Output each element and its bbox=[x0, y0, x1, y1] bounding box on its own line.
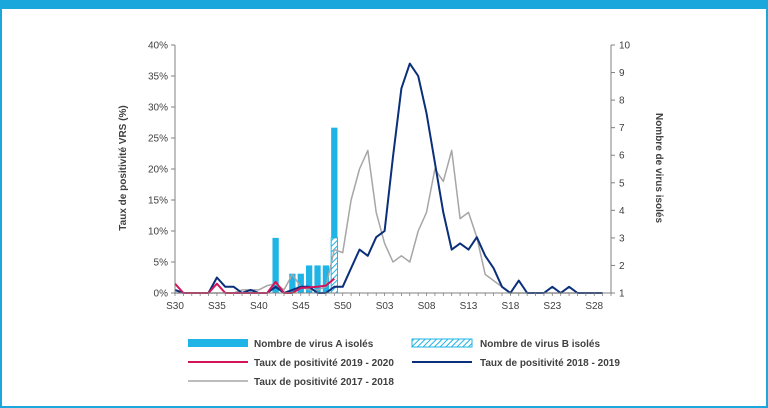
right-tick-label: 6 bbox=[619, 151, 625, 162]
bar-virus-a bbox=[322, 265, 330, 293]
x-tick-label: S18 bbox=[501, 301, 519, 312]
right-tick-label: 3 bbox=[619, 233, 625, 244]
legend-label-2018-2019: Taux de positivité 2018 - 2019 bbox=[480, 358, 620, 369]
x-tick-label: S08 bbox=[418, 301, 436, 312]
right-tick-label: 8 bbox=[619, 96, 625, 107]
right-tick-label: 4 bbox=[619, 206, 625, 217]
x-tick-label: S30 bbox=[166, 301, 184, 312]
x-tick-label: S50 bbox=[334, 301, 352, 312]
left-tick-label: 15% bbox=[148, 196, 168, 207]
x-tick-label: S03 bbox=[376, 301, 394, 312]
left-tick-label: 30% bbox=[148, 103, 168, 114]
left-tick-label: 0% bbox=[154, 289, 169, 300]
left-tick-label: 40% bbox=[148, 41, 168, 52]
bar-virus-a bbox=[272, 237, 279, 293]
left-tick-label: 35% bbox=[148, 72, 168, 83]
left-tick-label: 25% bbox=[148, 134, 168, 145]
x-tick-label: S13 bbox=[460, 301, 478, 312]
right-tick-label: 5 bbox=[619, 178, 625, 189]
left-tick-label: 5% bbox=[154, 258, 169, 269]
x-tick-label: S23 bbox=[543, 301, 561, 312]
left-tick-label: 20% bbox=[148, 165, 168, 176]
bar-virus-a bbox=[297, 273, 304, 293]
line-2017-2018 bbox=[175, 149, 603, 294]
left-axis-title: Taux de positivité VRS (%) bbox=[118, 105, 129, 230]
bar-virus-a bbox=[289, 273, 296, 293]
right-axis-title: Nombre de virus isolés bbox=[653, 113, 664, 223]
legend-label-2019-2020: Taux de positivité 2019 - 2020 bbox=[254, 358, 394, 369]
legend-label-virus-a: Nombre de virus A isolés bbox=[254, 339, 374, 350]
x-tick-label: S35 bbox=[208, 301, 226, 312]
right-tick-label: 9 bbox=[619, 68, 625, 79]
bar-virus-a bbox=[314, 265, 321, 293]
bar-virus-a bbox=[306, 265, 313, 293]
legend-swatch-virus-b bbox=[411, 338, 473, 348]
legend-label-2017-2018: Taux de positivité 2017 - 2018 bbox=[254, 377, 394, 388]
right-tick-label: 2 bbox=[619, 261, 625, 272]
right-tick-label: 7 bbox=[619, 123, 625, 134]
line-2018-2019 bbox=[174, 62, 603, 294]
x-tick-label: S28 bbox=[585, 301, 603, 312]
left-tick-label: 10% bbox=[148, 227, 168, 238]
legend-label-virus-b: Nombre de virus B isolés bbox=[480, 339, 600, 350]
right-tick-label: 1 bbox=[619, 289, 625, 300]
x-tick-label: S45 bbox=[292, 301, 310, 312]
right-tick-label: 10 bbox=[619, 41, 631, 52]
bar-virus-b bbox=[330, 237, 338, 294]
legend-swatch-virus-a bbox=[188, 339, 248, 347]
x-tick-label: S40 bbox=[250, 301, 268, 312]
legend: Nombre de virus A isolés Nombre de virus… bbox=[188, 338, 620, 388]
bar-virus-a bbox=[331, 127, 338, 294]
